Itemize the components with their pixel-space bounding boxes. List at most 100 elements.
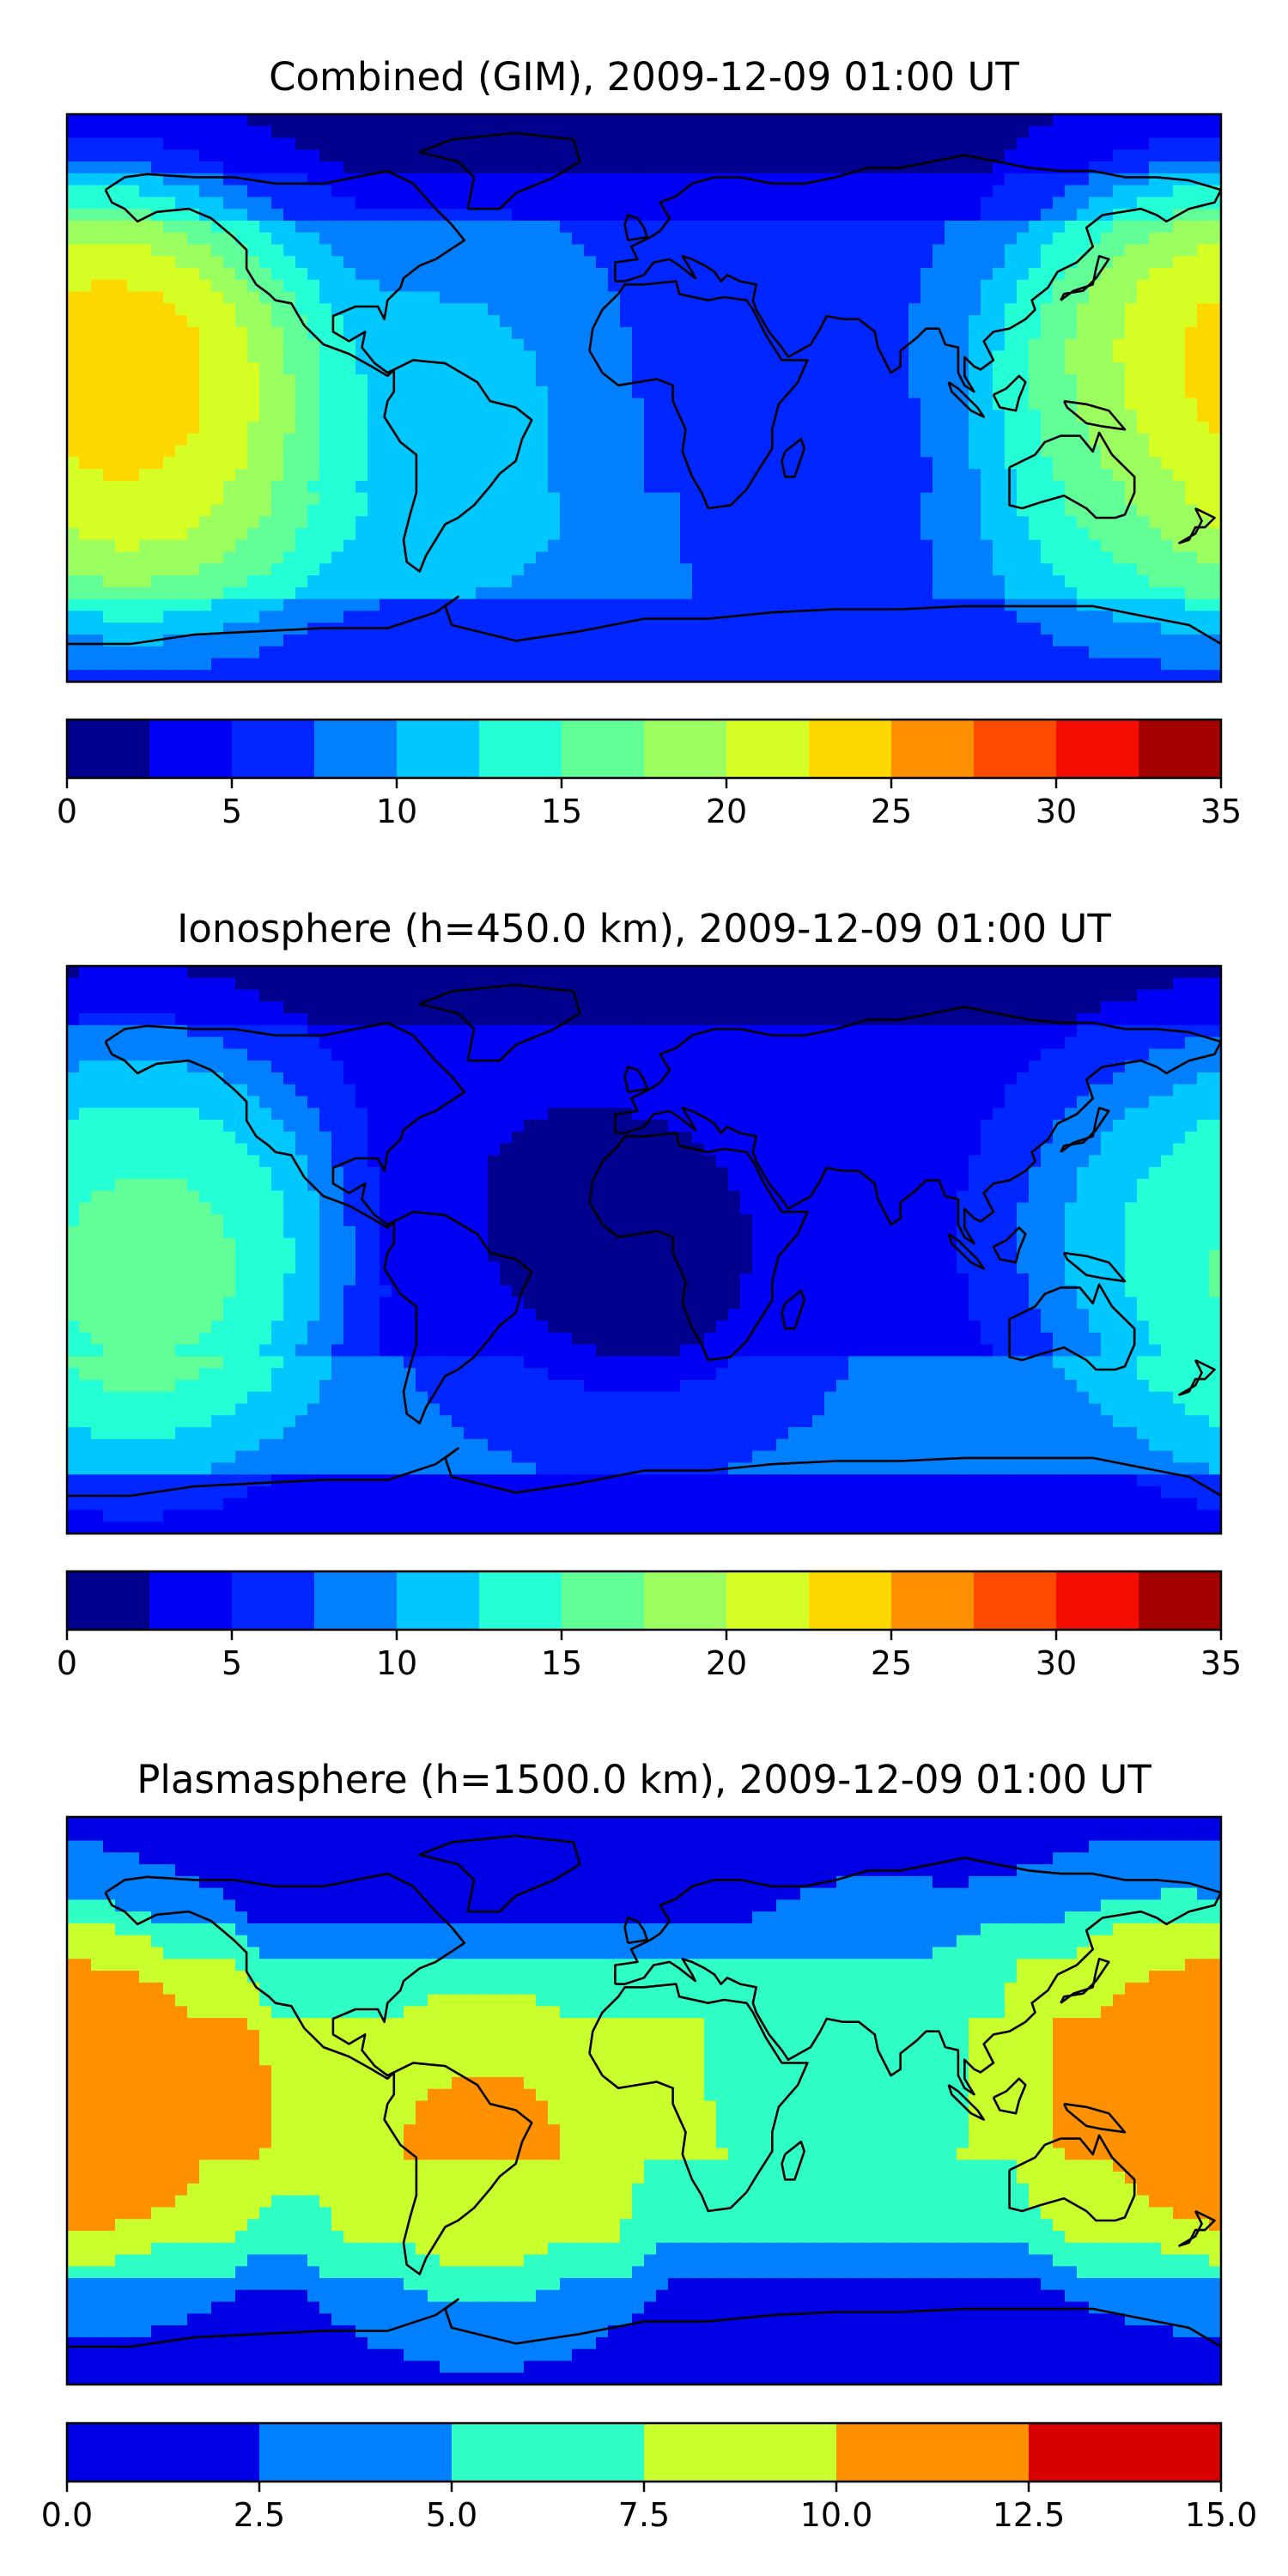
map-cell [79,350,92,363]
map-cell [163,977,176,991]
map-cell [1185,303,1198,316]
map-cell [151,114,164,127]
map-cell [67,374,80,387]
map-cell [1077,232,1090,246]
map-cell [416,315,428,328]
map-cell [981,492,993,506]
map-cell [259,469,272,482]
map-cell [836,220,849,234]
map-cell [848,634,861,647]
map-cell [596,611,609,623]
map-cell [716,386,729,399]
map-cell [668,551,681,564]
map-cell [680,492,693,506]
map-cell [1161,161,1174,174]
map-cell [896,209,909,222]
map-cell [920,398,933,410]
map-cell [1029,989,1042,1002]
map-cell [259,244,272,257]
map-cell [572,492,585,506]
map-cell [608,586,621,600]
map-cell [524,125,537,139]
map-cell [728,646,741,659]
map-cell [896,303,909,316]
map-cell [223,989,236,1002]
map-cell [235,504,248,517]
map-cell [175,149,188,162]
map-cell [1137,326,1150,340]
map-cell [1005,350,1018,363]
map-cell [428,362,440,375]
map-cell [223,586,236,600]
map-cell [812,398,825,410]
map-cell [945,422,957,434]
map-cell [644,256,657,269]
map-cell [1041,527,1054,541]
map-cell [668,539,681,553]
map-cell [1017,173,1030,186]
map-cell [91,527,104,541]
map-cell [908,256,921,269]
map-cell [247,256,260,269]
map-cell [620,598,633,611]
map-cell [608,137,621,150]
map-cell [416,268,428,281]
map-cell [560,480,573,494]
map-cell [536,338,549,352]
map-cell [283,137,296,150]
map-cell [716,634,729,647]
map-cell [355,220,368,234]
map-cell [103,492,116,506]
map-cell [1197,125,1210,139]
colorbar-segment [726,720,810,778]
map-cell [920,232,933,246]
map-cell [812,303,825,316]
map-cell [1041,220,1054,234]
map-cell [175,966,188,979]
map-cell [945,374,957,387]
map-cell [933,410,945,422]
map-cell [800,185,813,197]
map-cell [752,598,765,611]
map-cell [1077,634,1090,647]
map-cell [1101,670,1114,682]
map-cell [680,634,693,647]
map-cell [235,1001,248,1014]
map-cell [440,374,453,387]
map-cell [752,185,765,197]
map-cell [163,125,176,139]
map-cell [1077,492,1090,506]
map-cell [1113,989,1126,1002]
map-cell [295,539,308,553]
map-cell [1005,362,1018,375]
map-cell [836,966,849,979]
map-cell [452,303,465,316]
map-cell [848,386,861,399]
map-cell [368,586,380,600]
map-cell [235,125,248,139]
map-cell [560,611,573,623]
map-cell [404,125,416,139]
map-cell [440,563,453,576]
map-cell [933,457,945,470]
map-cell [584,149,597,162]
map-cell [488,551,501,564]
map-cell [259,539,272,553]
map-cell [824,551,837,564]
map-cell [247,634,260,647]
map-cell [79,173,92,186]
map-cell [957,658,969,671]
map-cell [824,989,837,1002]
map-cell [1089,374,1102,387]
map-cell [524,362,537,375]
map-cell [488,303,501,316]
map-cell [1041,244,1054,257]
map-cell [1149,185,1162,197]
map-cell [728,516,741,529]
map-cell [1065,220,1078,234]
map-cell [283,350,296,363]
map-cell [67,137,80,150]
map-cell [235,634,248,647]
map-cell [428,291,440,304]
map-cell [1065,268,1078,281]
